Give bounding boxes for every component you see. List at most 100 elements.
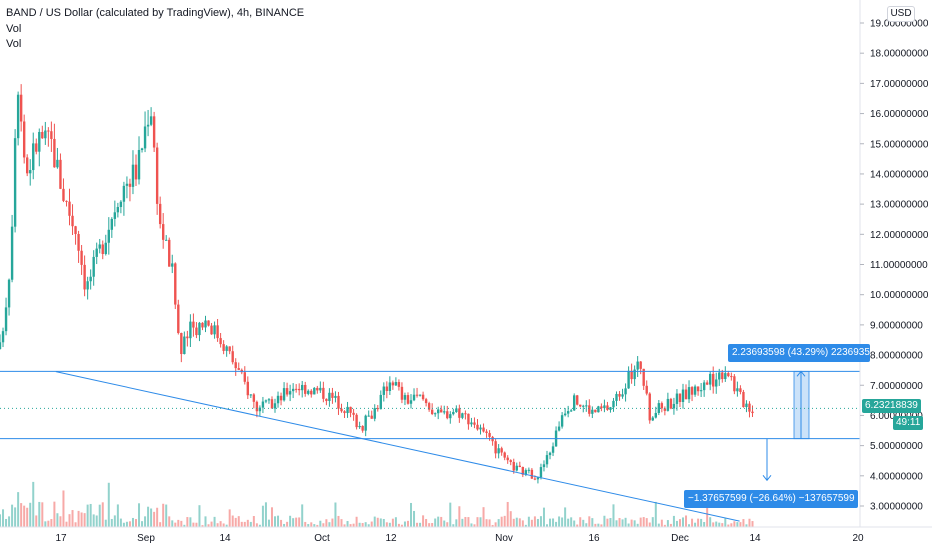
measure-down-label[interactable]: −1.37657599 (−26.64%) −137657599 <box>684 490 858 508</box>
candle-body <box>168 239 171 267</box>
volume-bar <box>367 524 370 527</box>
volume-bar <box>319 520 322 527</box>
volume-bar <box>228 509 231 527</box>
volume-indicator-label-2[interactable]: Vol <box>6 38 22 50</box>
trendline[interactable] <box>55 371 740 522</box>
candle-body <box>137 149 141 180</box>
price-tick-label: 13.00000000 <box>870 200 929 211</box>
candle-body <box>322 387 325 399</box>
candle-body <box>727 373 730 377</box>
candle-body <box>192 321 195 328</box>
candle-body <box>551 446 555 453</box>
candle-body <box>83 264 86 290</box>
volume-bar <box>745 524 748 527</box>
candle-body <box>642 368 645 386</box>
candle-body <box>7 279 11 308</box>
candle-body <box>119 201 123 208</box>
volume-bar <box>307 524 310 527</box>
volume-bar <box>95 515 98 527</box>
candle-body <box>297 388 301 391</box>
volume-bar <box>518 518 521 527</box>
price-tick-label: 14.00000000 <box>870 169 929 180</box>
volume-bar <box>80 512 83 527</box>
candle-body <box>71 215 74 227</box>
volume-bar <box>691 518 694 527</box>
candle-body <box>702 382 706 391</box>
candle-body <box>630 370 633 380</box>
candle-body <box>415 394 419 396</box>
candle-body <box>708 373 712 385</box>
volume-bar <box>606 518 609 527</box>
measure-up-label[interactable]: 2.23693598 (43.29%) 223693598 <box>728 344 870 362</box>
candle-body <box>446 411 449 419</box>
candle-body <box>25 157 29 174</box>
candle-body <box>660 403 664 409</box>
volume-bar <box>68 514 71 527</box>
volume-bar <box>361 523 364 527</box>
candle-body <box>440 409 443 413</box>
volume-bar <box>183 524 186 527</box>
candle-body <box>258 407 262 412</box>
volume-indicator-label[interactable]: Vol <box>6 23 22 35</box>
candle-body <box>391 382 395 386</box>
time-tick-label: Dec <box>671 533 689 544</box>
candle-body <box>204 320 207 328</box>
volume-bar <box>657 523 660 527</box>
volume-bar <box>131 517 134 527</box>
candle-body <box>693 386 697 395</box>
volume-bar <box>0 514 1 527</box>
volume-bar <box>86 504 89 527</box>
volume-bar <box>304 521 307 527</box>
candle-body <box>588 405 591 414</box>
volume-bar <box>491 524 494 527</box>
candle-body <box>627 370 630 389</box>
volume-bar <box>654 501 657 527</box>
volume-bar <box>280 519 283 527</box>
candle-body <box>116 207 120 213</box>
candle-body <box>712 373 715 387</box>
candle-body <box>527 469 531 471</box>
volume-layer <box>0 481 754 527</box>
volume-bar <box>119 518 122 527</box>
volume-bar <box>62 490 65 527</box>
volume-bar <box>742 519 745 527</box>
candle-body <box>349 406 352 413</box>
candle-body <box>594 409 597 413</box>
drawings-layer[interactable] <box>0 370 860 522</box>
volume-bar <box>376 517 379 527</box>
volume-bar <box>328 522 331 527</box>
candle-body <box>180 333 183 355</box>
candle-body <box>745 403 748 408</box>
candle-body <box>566 411 570 414</box>
candle-body <box>10 226 14 280</box>
currency-button[interactable]: USD <box>887 6 915 22</box>
volume-bar <box>373 516 376 527</box>
price-tick-label: 3.00000000 <box>870 502 923 513</box>
volume-bar <box>678 519 681 527</box>
volume-bar <box>564 507 567 527</box>
candle-body <box>234 362 237 369</box>
volume-bar <box>669 523 672 527</box>
volume-bar <box>639 517 642 527</box>
candle-body <box>140 148 144 150</box>
price-tick-label: 17.00000000 <box>870 79 929 90</box>
volume-bar <box>192 522 195 527</box>
candle-body <box>19 94 23 122</box>
volume-bar <box>413 510 416 527</box>
candle-body <box>237 368 240 370</box>
volume-bar <box>8 516 11 527</box>
candle-body <box>600 406 603 409</box>
candle-body <box>530 469 534 479</box>
volume-bar <box>582 519 585 527</box>
volume-bar <box>177 519 180 527</box>
volume-bar <box>44 521 47 527</box>
candle-body <box>509 460 512 462</box>
candle-body <box>149 116 153 125</box>
candle-body <box>494 441 497 454</box>
candle-body <box>285 388 289 395</box>
candle-body <box>690 387 694 395</box>
volume-bar <box>609 518 612 527</box>
candle-body <box>340 408 343 412</box>
candle-body <box>195 327 198 336</box>
